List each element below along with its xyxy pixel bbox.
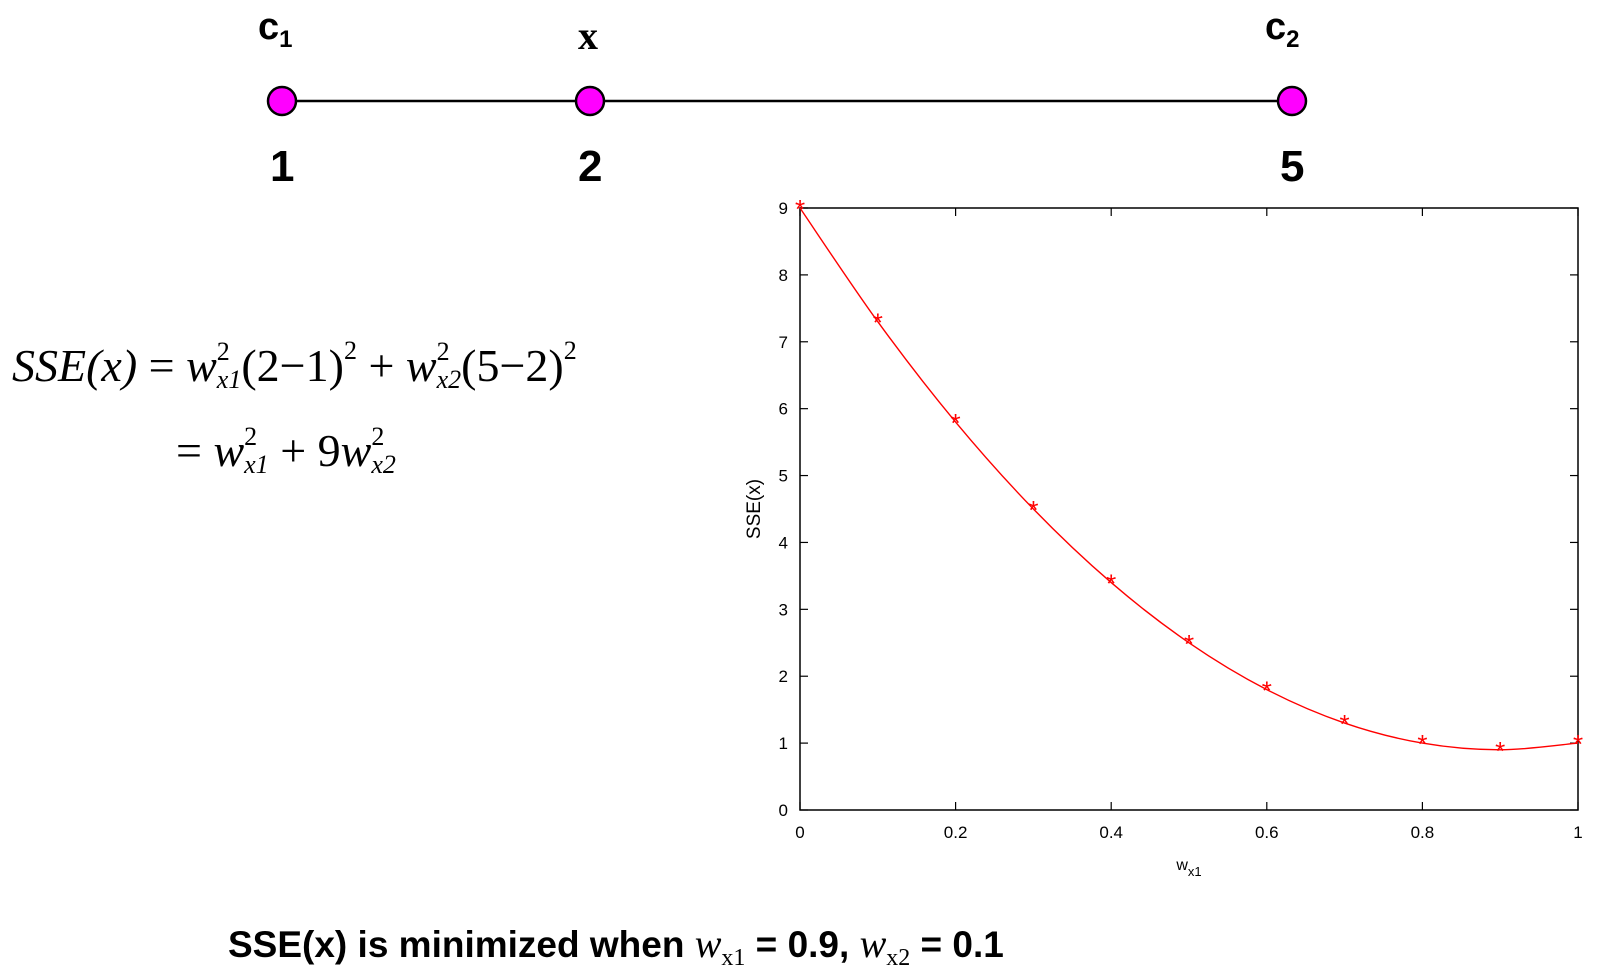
value-label-5: 5 bbox=[1280, 142, 1305, 191]
w-symbol: w bbox=[340, 425, 372, 476]
c2-subscript: 2 bbox=[1286, 26, 1300, 53]
y-tick-label: 7 bbox=[779, 333, 788, 352]
series-line bbox=[799, 207, 1579, 751]
superscript-2: 2 bbox=[436, 337, 450, 367]
label-x: x bbox=[578, 12, 598, 59]
plot-frame bbox=[799, 207, 1579, 811]
x-letter: x bbox=[578, 13, 598, 58]
data-point-marker: * bbox=[951, 408, 961, 438]
term1-paren: (2−1) bbox=[241, 340, 344, 391]
caption-w-x2: wx2 bbox=[859, 921, 911, 971]
data-point-marker: * bbox=[1262, 676, 1272, 706]
caption-w: w bbox=[694, 921, 722, 966]
data-point-marker: * bbox=[873, 308, 883, 338]
x-tick-label: 0.2 bbox=[944, 823, 968, 842]
plus-sign: + bbox=[280, 425, 307, 476]
superscript-2: 2 bbox=[216, 337, 230, 367]
data-point-marker: * bbox=[1573, 729, 1583, 759]
point-x bbox=[574, 85, 606, 117]
caption-w: w bbox=[859, 921, 887, 966]
equation-line-1: SSE(x) = w 2 x1 (2−1)2 + w 2 x2 (5−2)2 bbox=[12, 336, 577, 397]
caption-text-mid: = 0.9, bbox=[745, 924, 860, 965]
c1-subscript: 1 bbox=[279, 26, 293, 53]
caption-sub-x2: x2 bbox=[886, 945, 911, 971]
x-tick-label: 0 bbox=[795, 823, 804, 842]
caption: SSE(x) is minimized when wx1 = 0.9, wx2 … bbox=[228, 920, 1004, 972]
label-c2: c2 bbox=[1265, 6, 1300, 54]
y-tick-label: 4 bbox=[779, 533, 788, 552]
equals-sign: = bbox=[176, 425, 202, 476]
y-axis-label: SSE(x) bbox=[744, 479, 765, 539]
y-tick-label: 9 bbox=[779, 199, 788, 218]
y-tick-label: 3 bbox=[779, 600, 788, 619]
data-point-marker: * bbox=[795, 194, 805, 224]
w-symbol: w bbox=[186, 340, 217, 391]
data-point-marker: * bbox=[1417, 729, 1427, 759]
c1-letter: c bbox=[258, 6, 280, 48]
point-c2 bbox=[1276, 85, 1308, 117]
y-tick-label: 0 bbox=[779, 801, 788, 820]
y-tick-label: 6 bbox=[779, 400, 788, 419]
caption-sub-x1: x1 bbox=[721, 945, 746, 971]
caption-text-end: = 0.1 bbox=[910, 924, 1004, 965]
w-x1-scripts: 2 x1 bbox=[244, 424, 269, 478]
term2-square: 2 bbox=[563, 336, 577, 365]
x-tick-label: 0.6 bbox=[1255, 823, 1279, 842]
x-tick-label: 0.8 bbox=[1411, 823, 1435, 842]
caption-w-x1: wx1 bbox=[694, 921, 746, 971]
plus-sign: + bbox=[368, 340, 395, 391]
subscript-x1: x1 bbox=[244, 450, 269, 480]
y-tick-label: 8 bbox=[779, 266, 788, 285]
x-tick-label: 1 bbox=[1573, 823, 1582, 842]
subscript-x2: x2 bbox=[436, 365, 462, 395]
w-symbol: w bbox=[213, 425, 245, 476]
subscript-x1: x1 bbox=[216, 365, 242, 395]
value-label-2: 2 bbox=[578, 142, 603, 191]
value-label-1: 1 bbox=[270, 142, 295, 191]
c2-letter: c bbox=[1265, 6, 1287, 48]
y-tick-label: 5 bbox=[779, 467, 788, 486]
superscript-2: 2 bbox=[244, 422, 258, 452]
y-tick-label: 2 bbox=[779, 667, 788, 686]
caption-text-start: SSE(x) is minimized when bbox=[228, 924, 695, 965]
w-symbol: w bbox=[405, 340, 437, 391]
label-c1: c1 bbox=[258, 6, 293, 54]
data-point-marker: * bbox=[1340, 709, 1350, 739]
w-x1-scripts: 2 x1 bbox=[217, 339, 242, 393]
subscript-x2: x2 bbox=[371, 450, 396, 480]
chart-layer: 0 0.2 0.4 0.6 0.8 1 0 1 2 3 4 5 6 7 8 9 SSE(x) wx1 * * * * * * *… bbox=[744, 194, 1583, 879]
point-c1 bbox=[266, 85, 298, 117]
data-point-marker: * bbox=[1495, 736, 1505, 766]
data-point-marker: * bbox=[1106, 569, 1116, 599]
equation-lhs: SSE(x) bbox=[12, 340, 138, 391]
w-x2-scripts: 2 x2 bbox=[371, 424, 396, 478]
term1-square: 2 bbox=[343, 336, 357, 365]
superscript-2: 2 bbox=[371, 422, 385, 452]
x-axis-label: wx1 bbox=[1175, 857, 1201, 879]
x-tick-label: 0.4 bbox=[1099, 823, 1123, 842]
equals-sign: = bbox=[148, 340, 175, 391]
number-line-diagram bbox=[266, 85, 1308, 117]
equation-line-2: = w 2 x1 + 9w 2 x2 bbox=[176, 424, 396, 482]
w-x2-scripts: 2 x2 bbox=[437, 339, 462, 393]
data-point-marker: * bbox=[1184, 629, 1194, 659]
coefficient-9: 9 bbox=[317, 425, 341, 476]
y-tick-label: 1 bbox=[779, 734, 788, 753]
term2-paren: (5−2) bbox=[461, 340, 564, 391]
data-point-marker: * bbox=[1028, 495, 1038, 525]
